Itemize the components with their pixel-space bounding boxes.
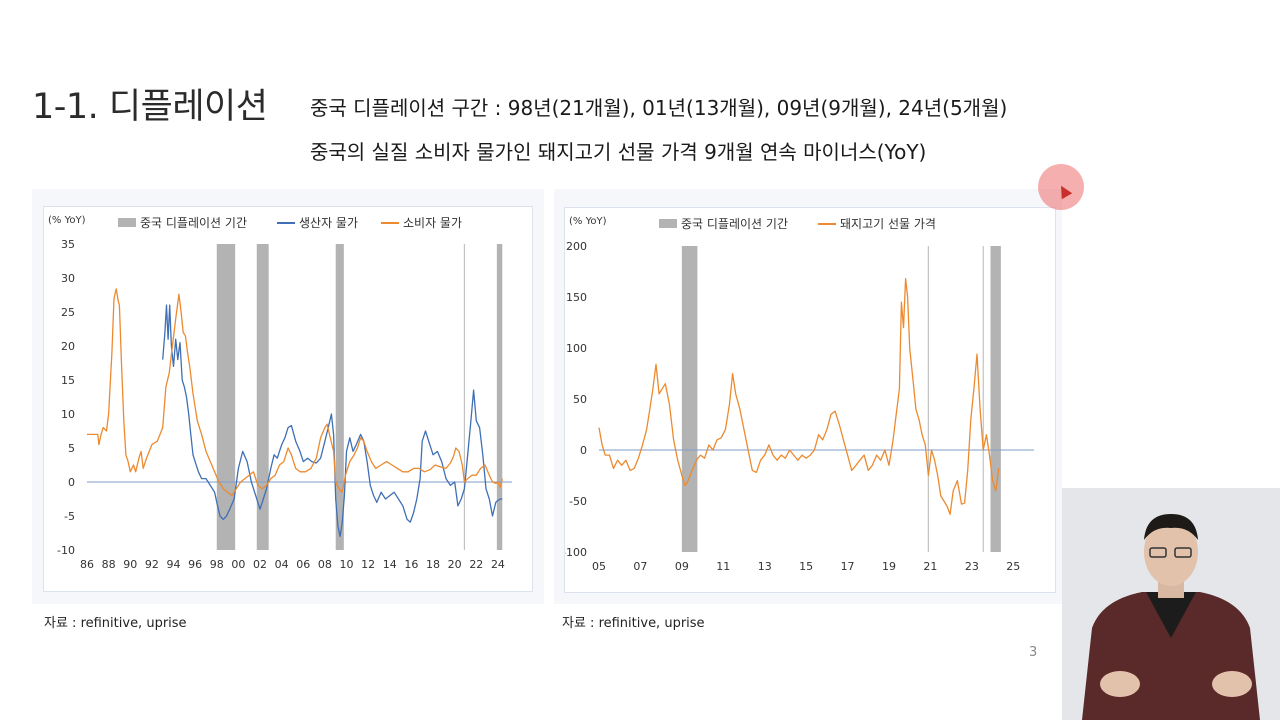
page-number: 3 [1029,645,1038,660]
deflation-band [335,244,344,550]
x-tick-label: 92 [145,558,159,571]
x-tick-label: 21 [923,560,937,573]
x-tick-label: 94 [167,558,181,571]
legend-label: 돼지고기 선물 가격 [840,217,936,231]
y-tick-label: 25 [61,306,75,319]
x-tick-label: 18 [426,558,440,571]
x-tick-label: 22 [469,558,483,571]
y-tick-label: 50 [573,393,587,406]
subtitle-deflation-periods: 중국 디플레이션 구간 : 98년(21개월), 01년(13개월), 09년(… [310,96,1008,120]
y-tick-label: -50 [569,495,587,508]
x-tick-label: 20 [448,558,462,571]
y-tick-label: 10 [61,408,75,421]
y-tick-label: 150 [566,291,587,304]
series-line-ppi [162,304,503,538]
left-chart-frame: 35 30 25 20 15 10 5 0 -5 -10 86 88 90 92 94 96 98 00 02 04 0… [43,206,533,592]
x-tick-label: 25 [1006,560,1020,573]
x-tick-label: 19 [882,560,896,573]
presenter-webcam [1062,488,1280,720]
x-tick-label: 02 [253,558,267,571]
left-chart: 35 30 25 20 15 10 5 0 -5 -10 86 88 90 92 94 96 98 00 02 04 0… [48,215,512,571]
x-tick-label: 12 [361,558,375,571]
x-tick-label: 07 [633,560,647,573]
deflation-band [681,246,698,552]
y-tick-label: 5 [68,442,75,455]
legend-swatch-deflation [659,219,677,228]
legend-swatch-deflation [118,218,136,227]
y-tick-label: 100 [566,342,587,355]
deflation-band [256,244,269,550]
deflation-band [496,244,503,550]
right-source-note: 자료 : refinitive, uprise [562,616,705,631]
y-tick-label: -5 [64,510,75,523]
y-tick-label: 15 [61,374,75,387]
x-tick-label: 00 [231,558,245,571]
x-tick-label: 88 [102,558,116,571]
x-tick-label: 08 [318,558,332,571]
unit-label: (% YoY) [48,215,86,226]
legend-label: 소비자 물가 [403,216,462,230]
slide-title: 1-1. 디플레이션 [32,87,268,127]
left-chart-panel: 35 30 25 20 15 10 5 0 -5 -10 86 88 90 92 94 96 98 00 02 04 0… [32,189,544,604]
y-tick-label: 20 [61,340,75,353]
y-tick-label: 30 [61,272,75,285]
x-tick-label: 06 [296,558,310,571]
right-chart-panel: 200 150 100 50 0 -50 -100 05 07 09 11 13 15 17 19 21 23 2… [554,189,1062,604]
x-tick-label: 24 [491,558,505,571]
x-tick-label: 86 [80,558,94,571]
x-tick-label: 09 [675,560,689,573]
right-chart-frame: 200 150 100 50 0 -50 -100 05 07 09 11 13 15 17 19 21 23 2… [562,207,1056,593]
y-tick-label: 200 [566,240,587,253]
y-tick-label: -10 [57,544,75,557]
presenter-figure-icon [1062,488,1280,720]
legend-label: 생산자 물가 [299,216,358,230]
x-tick-label: 14 [383,558,397,571]
x-tick-label: 05 [592,560,606,573]
x-tick-label: 90 [123,558,137,571]
y-tick-label: 0 [580,444,587,457]
cursor-highlight [1038,164,1084,210]
x-tick-label: 17 [841,560,855,573]
x-tick-label: 10 [340,558,354,571]
subtitle-pork-futures: 중국의 실질 소비자 물가인 돼지고기 선물 가격 9개월 연속 마이너스(Yo… [310,140,927,164]
legend-label: 중국 디플레이션 기간 [140,216,247,230]
y-tick-label: -100 [565,546,587,559]
x-tick-label: 11 [716,560,730,573]
series-line-pork-futures [598,277,1000,515]
left-source-note: 자료 : refinitive, uprise [44,616,187,631]
y-tick-label: 35 [61,238,75,251]
x-tick-label: 04 [275,558,289,571]
x-tick-label: 13 [758,560,772,573]
deflation-band [990,246,1001,552]
y-tick-label: 0 [68,476,75,489]
x-tick-label: 96 [188,558,202,571]
unit-label: (% YoY) [569,216,607,227]
x-tick-label: 16 [404,558,418,571]
legend-label: 중국 디플레이션 기간 [681,217,788,231]
x-tick-label: 23 [965,560,979,573]
x-tick-label: 15 [799,560,813,573]
x-tick-label: 98 [210,558,224,571]
right-chart: 200 150 100 50 0 -50 -100 05 07 09 11 13 15 17 19 21 23 2… [562,216,1034,573]
series-line-cpi [87,288,503,497]
deflation-band [216,244,236,550]
